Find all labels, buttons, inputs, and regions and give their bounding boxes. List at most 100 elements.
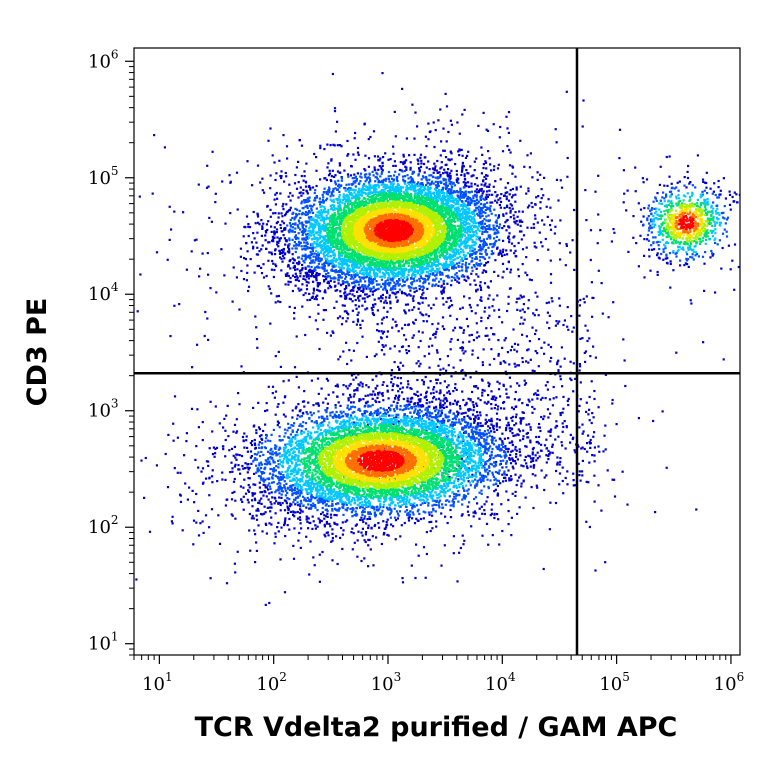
density-dot	[276, 220, 279, 224]
density-dot	[311, 273, 314, 276]
density-dot	[536, 397, 539, 400]
density-dot	[338, 315, 342, 318]
density-dot	[188, 486, 191, 489]
density-dot	[372, 281, 375, 284]
density-dot	[210, 508, 214, 511]
density-dot	[373, 155, 376, 158]
density-dot	[436, 419, 439, 422]
density-dot	[329, 414, 332, 417]
density-dot	[579, 365, 582, 368]
density-dot	[403, 284, 406, 287]
density-dot	[242, 278, 246, 281]
density-dot	[397, 291, 400, 294]
density-dot	[405, 349, 408, 352]
density-dot	[297, 517, 300, 520]
density-dot	[260, 248, 263, 251]
density-dot	[256, 469, 259, 472]
density-dot	[458, 418, 461, 421]
density-dot	[508, 238, 511, 241]
density-dot	[456, 191, 459, 194]
density-dot	[393, 281, 396, 284]
density-dot	[294, 496, 298, 499]
density-dot	[325, 508, 328, 511]
density-dot	[434, 184, 438, 187]
density-dot	[287, 422, 290, 425]
density-dot	[474, 512, 477, 515]
density-dot	[309, 186, 312, 190]
density-dot	[367, 512, 370, 515]
density-dot	[326, 402, 329, 405]
density-dot	[494, 259, 497, 262]
density-dot	[470, 190, 473, 193]
density-dot	[406, 303, 410, 306]
density-dot	[508, 287, 512, 290]
density-dot	[484, 270, 487, 273]
density-dot	[535, 393, 539, 397]
density-dot	[435, 414, 438, 417]
density-dot	[690, 302, 693, 305]
density-dot	[429, 337, 432, 340]
density-dot	[472, 430, 475, 433]
density-dot	[291, 216, 294, 220]
density-dot	[289, 267, 292, 270]
density-dot	[577, 462, 580, 465]
density-dot	[593, 454, 596, 457]
density-dot	[651, 207, 654, 210]
density-dot	[353, 410, 356, 414]
density-dot	[501, 276, 504, 279]
density-dot	[445, 186, 448, 189]
density-dot	[295, 262, 299, 265]
density-dot	[425, 179, 428, 182]
density-dot	[441, 297, 444, 300]
density-dot	[537, 426, 540, 429]
density-dot	[530, 486, 533, 489]
density-dot	[346, 311, 349, 314]
density-dot	[475, 402, 478, 405]
density-dot	[558, 320, 561, 323]
density-dot	[264, 423, 267, 426]
density-dot	[540, 443, 543, 446]
density-dot	[444, 171, 447, 174]
density-dot	[507, 295, 510, 298]
density-dot	[508, 193, 511, 196]
density-dot	[283, 428, 287, 431]
density-dot	[482, 245, 485, 248]
density-dot	[380, 168, 383, 171]
density-dot	[515, 453, 518, 456]
density-dot	[491, 246, 494, 249]
density-dot	[416, 519, 419, 522]
density-dot	[224, 222, 227, 225]
density-dot	[479, 477, 482, 480]
density-dot	[683, 176, 686, 179]
density-dot	[662, 250, 665, 253]
density-dot	[486, 436, 489, 439]
density-dot	[534, 454, 537, 457]
density-dot	[256, 507, 259, 511]
density-dot	[407, 285, 410, 288]
density-dot	[532, 466, 535, 469]
density-dot	[272, 469, 275, 472]
density-dot	[294, 407, 297, 410]
density-dot	[421, 379, 424, 382]
density-dot	[309, 540, 312, 543]
density-dot	[532, 223, 535, 226]
density-dot	[298, 410, 301, 413]
density-dot	[339, 410, 342, 413]
density-dot	[328, 275, 331, 278]
density-dot	[366, 295, 369, 299]
density-dot	[549, 434, 552, 437]
density-dot	[275, 231, 278, 234]
density-dot	[521, 360, 524, 364]
density-dot	[399, 405, 402, 408]
density-dot	[358, 398, 361, 401]
density-dot	[299, 275, 302, 278]
density-dot	[377, 408, 380, 411]
density-dot	[523, 318, 526, 321]
density-dot	[310, 209, 313, 212]
density-dot	[442, 303, 445, 306]
density-dot	[345, 275, 348, 278]
density-dot	[325, 178, 328, 182]
density-dot	[646, 238, 649, 241]
density-dot	[347, 153, 350, 156]
density-dot	[364, 176, 367, 179]
